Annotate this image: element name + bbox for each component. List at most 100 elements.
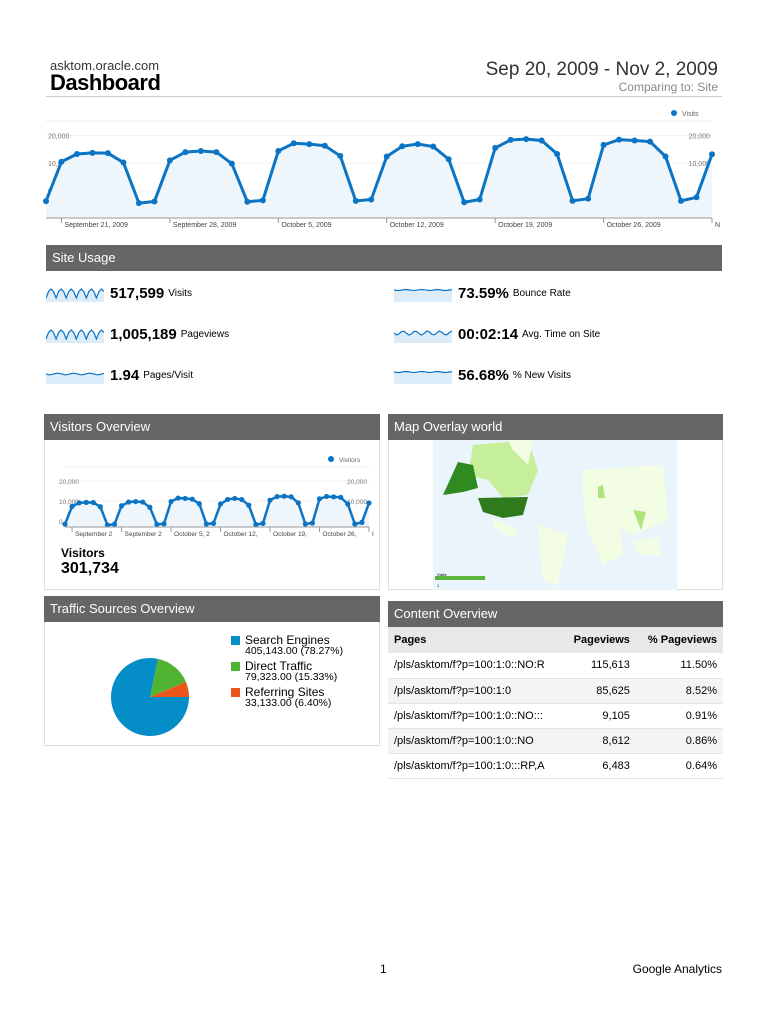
table-row[interactable]: /pls/asktom/f?p=100:1:0 85,625 8.52%: [388, 678, 723, 704]
data-point: [225, 496, 231, 503]
y-tick-right: 20,000: [689, 134, 711, 141]
x-tick-label: September 28, 2009: [173, 222, 237, 229]
metric-visits[interactable]: 517,599 Visits: [46, 283, 394, 303]
legend-value: 33,133.00 (6.40%): [245, 697, 332, 709]
x-tick-label: October 26, 2009: [607, 222, 661, 229]
x-tick-label: October 12, 2009: [390, 222, 444, 229]
table-row[interactable]: /pls/asktom/f?p=100:1:0::NO:R 115,613 11.5…: [388, 653, 723, 679]
legend-item: Direct Traffic 79,323.00 (15.33%): [231, 660, 343, 683]
page-path: /pls/asktom/f?p=100:1:0::NO:R: [388, 653, 563, 679]
page-number: 1: [380, 962, 387, 976]
x-tick-label: I: [372, 531, 374, 538]
metric-pageviews[interactable]: 1,005,189 Pageviews: [46, 324, 394, 344]
map-overlay-header[interactable]: Map Overlay world: [388, 414, 723, 440]
x-tick-label: September 21, 2009: [64, 222, 128, 229]
data-point: [104, 150, 111, 157]
metric-bounce-rate[interactable]: 73.59% Bounce Rate: [394, 283, 722, 303]
metric-avg-time-on-site[interactable]: 00:02:14 Avg. Time on Site: [394, 324, 722, 344]
data-point: [302, 521, 308, 527]
data-point: [316, 496, 323, 502]
table-row[interactable]: /pls/asktom/f?p=100:1:0::NO 8,612 0.86%: [388, 728, 723, 754]
data-point: [43, 198, 49, 205]
table-row[interactable]: /pls/asktom/f?p=100:1:0::NO::: 9,105 0.91%: [388, 703, 723, 729]
legend-dot: [328, 456, 334, 462]
y-tick-left: 20,000: [48, 134, 70, 141]
data-point: [569, 197, 576, 204]
metric--new-visits[interactable]: 56.68%% New Visits: [394, 365, 722, 385]
visitors-overview-header: Visitors Overview: [44, 414, 380, 440]
data-point: [288, 494, 294, 500]
page-path: /pls/asktom/f?p=100:1:0::NO:::: [388, 703, 563, 729]
data-point: [228, 160, 235, 167]
sparkline-icon: [46, 329, 104, 343]
data-point: [323, 493, 330, 500]
world-map[interactable]: [433, 440, 677, 590]
sparkline-icon: [46, 372, 104, 384]
map-usa: [478, 497, 528, 518]
visitors-value: 301,734: [61, 560, 119, 577]
pie-slice-search-engines: [111, 658, 189, 736]
legend-dot: [671, 110, 677, 116]
legend-value: 79,323.00 (15.33%): [245, 671, 338, 683]
metric-label: Pages/Visit: [143, 369, 194, 381]
metric-value: 1.94: [110, 366, 140, 384]
series-line: [63, 494, 371, 527]
date-range[interactable]: Sep 20, 2009 - Nov 2, 2009: [485, 59, 718, 80]
data-point: [414, 141, 421, 148]
site-usage-panel: Site Usage 517,599 Visits 73.59% Bounce Rat…: [46, 245, 722, 385]
data-point: [275, 147, 282, 154]
data-point: [182, 149, 189, 156]
data-point: [73, 151, 80, 157]
data-point: [253, 522, 259, 528]
y-tick-left: 10,000: [59, 499, 79, 506]
metric-label: Visits: [168, 287, 192, 299]
data-point: [678, 197, 685, 204]
data-point: [104, 522, 111, 528]
data-point: [232, 495, 238, 502]
pie-legend: Search Engines 405,143.00 (78.27%) Direct …: [231, 634, 343, 712]
data-point: [168, 498, 174, 505]
content-overview-header: Content Overview: [388, 601, 723, 627]
col-pageviews: Pageviews: [562, 627, 636, 653]
y-tick-right: 10,000: [689, 161, 711, 168]
data-point: [151, 198, 158, 205]
sparkline-icon: [394, 370, 452, 384]
data-point: [126, 499, 132, 505]
pct-pageviews: 0.91%: [635, 703, 723, 729]
col-pages: Pages: [388, 627, 563, 653]
x-tick-label: October 26,: [323, 531, 357, 538]
pageviews: 8,612: [562, 728, 636, 754]
map-legend-title: Visits: [437, 572, 447, 577]
visitors-label: Visitors: [61, 546, 105, 560]
data-point: [203, 521, 209, 527]
legend-label: Direct Traffic: [245, 659, 313, 673]
data-point: [476, 196, 483, 203]
pct-pageviews: 0.64%: [635, 753, 723, 779]
x-tick-label: September 2: [125, 531, 163, 538]
data-point: [189, 496, 195, 502]
legend-label: Visitors: [339, 457, 361, 464]
traffic-pie-chart: [111, 658, 189, 736]
data-point: [244, 198, 251, 205]
metric-pages-visit[interactable]: 1.94 Pages/Visit: [46, 365, 394, 385]
legend-label: Search Engines: [245, 633, 330, 647]
data-point: [693, 194, 700, 201]
data-point: [321, 142, 328, 149]
data-point: [445, 156, 452, 163]
comparing-label: Comparing to: Site: [618, 80, 718, 94]
legend-item: Referring Sites 33,133.00 (6.40%): [231, 686, 343, 709]
data-point: [147, 504, 153, 510]
data-point: [267, 497, 273, 503]
data-point: [246, 502, 252, 508]
data-point: [631, 137, 638, 144]
x-tick-label: October 12,: [224, 531, 258, 538]
table-row[interactable]: /pls/asktom/f?p=100:1:0:::RP,A 6,483 0.64%: [388, 753, 723, 779]
pageviews: 9,105: [562, 703, 636, 729]
data-point: [554, 151, 561, 157]
data-point: [309, 520, 316, 526]
site-name: asktom.oracle.com: [50, 58, 160, 73]
legend-item: Search Engines 405,143.00 (78.27%): [231, 634, 343, 657]
visitors-overview-panel: Visitors Overview Visitors0010,00010,000…: [44, 414, 380, 590]
series-line: [44, 137, 714, 205]
data-point: [62, 521, 68, 527]
